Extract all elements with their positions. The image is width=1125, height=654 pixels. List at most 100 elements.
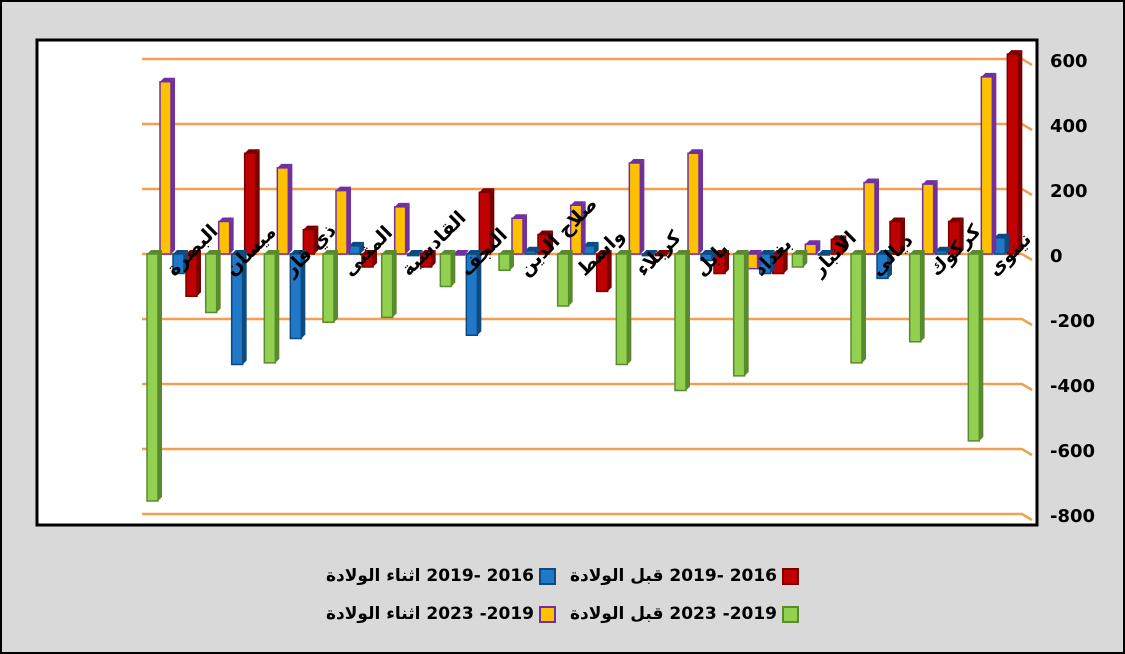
bar [889,220,902,255]
bar-side [946,246,951,254]
bar-side [653,250,658,256]
grid-line [142,447,1033,457]
bar-side [549,230,553,254]
bar-top [596,250,612,254]
bar [361,253,374,268]
grid-line [142,512,1033,522]
grid-line [142,382,1033,392]
bar [947,220,961,255]
bar-side [875,178,879,254]
bar-side [686,250,690,391]
bar-top [147,250,162,254]
bar [980,76,994,255]
bar-side [888,250,892,279]
bar-side [490,188,495,254]
bar-top [453,250,469,254]
bar [687,152,700,255]
bar-side [464,250,469,255]
bar-top [655,250,671,254]
y-tick-label: 400 [1050,116,1088,137]
bar-top [583,241,599,246]
bar [243,152,257,255]
grid-line [142,317,1033,327]
bar [393,206,407,255]
bar-side [536,246,540,254]
legend-row: 2016 -2019 قبل الولادة 2016 -2019 اثناء ا… [2,557,1123,595]
bar [146,253,159,502]
bar [934,250,948,255]
bar-top [231,250,247,254]
bar [674,253,687,392]
bar-side [314,225,319,254]
y-tick-label: -600 [1050,441,1095,462]
bar [908,253,922,343]
legend-row: 2019- 2023 قبل الولادة 2019- 2023 اثناء ا… [2,595,1123,633]
bar-top [323,250,338,254]
bar-side [242,250,247,365]
bar [850,253,863,364]
bar-side [816,240,821,254]
plot-area [35,38,1039,527]
bar-side [783,250,788,274]
bar-side [770,250,775,274]
bar-side [803,250,808,267]
bar-top [303,225,319,230]
bar-top [922,180,938,185]
bar-top [968,250,984,254]
bar-side [197,250,201,297]
bar-top [420,250,436,254]
bar-side [627,250,632,365]
legend-label: 2016 -2019 قبل الولادة [570,566,778,586]
bar-top [407,250,423,254]
bar-side [334,250,338,323]
bar-side [568,250,573,306]
bar-top [714,250,729,254]
bar-side [184,250,188,274]
bar-side [920,250,925,342]
bar-top [244,149,260,154]
bar-top [701,250,716,254]
y-tick-label: -400 [1050,376,1095,397]
bar [569,204,583,255]
bar-side [347,186,351,254]
bar-side [1005,233,1010,254]
bar-top [466,250,482,254]
bar [967,253,981,442]
bar-side [959,217,964,254]
bar [159,81,172,255]
bar-top [864,178,879,183]
legend-label: 2016 -2019 اثناء الولادة [326,566,534,586]
bar-side [418,250,423,256]
bar-top [381,250,397,254]
bar-top [336,186,351,191]
bar-side [275,250,280,363]
bar-side [901,217,905,254]
bar-top [557,250,573,254]
bar-top [290,250,306,254]
bar [713,253,726,275]
bar-side [392,250,397,318]
bar [172,253,185,275]
bar-top [890,217,905,222]
bar-top [160,77,175,82]
bar-side [725,250,729,274]
bar [1006,53,1020,255]
bar-top [479,188,495,193]
bar-top [1007,50,1023,55]
bar-top [218,217,234,222]
bar-side [216,250,221,313]
bar [804,243,818,255]
y-tick-label: 200 [1050,181,1088,202]
bar-side [607,250,612,292]
bar-top [792,250,808,254]
bar-side [712,250,716,261]
y-tick-label: -200 [1050,311,1095,332]
y-tick-label: -800 [1050,506,1095,527]
bar [335,189,348,255]
bar [641,253,655,257]
legend-swatch [782,605,800,623]
bar [556,253,570,307]
bar-side [477,250,482,336]
bar-top [616,250,632,254]
